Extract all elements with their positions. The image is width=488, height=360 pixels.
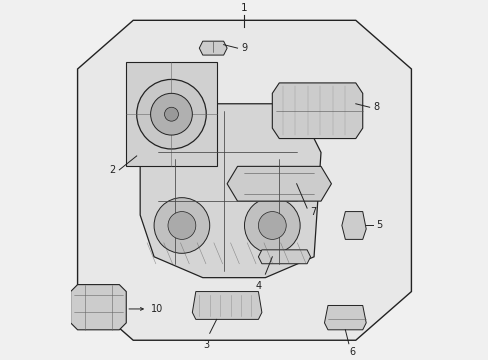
Polygon shape [192,292,262,319]
Text: 3: 3 [203,340,209,350]
Text: 6: 6 [348,347,355,357]
Circle shape [137,80,206,149]
Text: 10: 10 [150,304,163,314]
Polygon shape [272,83,362,139]
Circle shape [164,107,178,121]
Polygon shape [199,41,226,55]
Text: 2: 2 [109,165,116,175]
Text: 7: 7 [310,207,316,217]
Polygon shape [324,306,366,330]
Text: 8: 8 [372,102,379,112]
Polygon shape [341,212,366,239]
Bar [126,62,216,166]
Polygon shape [258,250,310,264]
Polygon shape [140,104,320,278]
Circle shape [258,212,285,239]
Text: 5: 5 [376,220,382,230]
Circle shape [150,93,192,135]
Polygon shape [226,166,331,201]
Polygon shape [70,285,126,330]
Text: 9: 9 [241,43,246,53]
Text: 1: 1 [241,3,247,13]
Circle shape [168,212,195,239]
Polygon shape [78,20,410,340]
Circle shape [244,198,300,253]
Text: 4: 4 [255,281,261,291]
Circle shape [154,198,209,253]
